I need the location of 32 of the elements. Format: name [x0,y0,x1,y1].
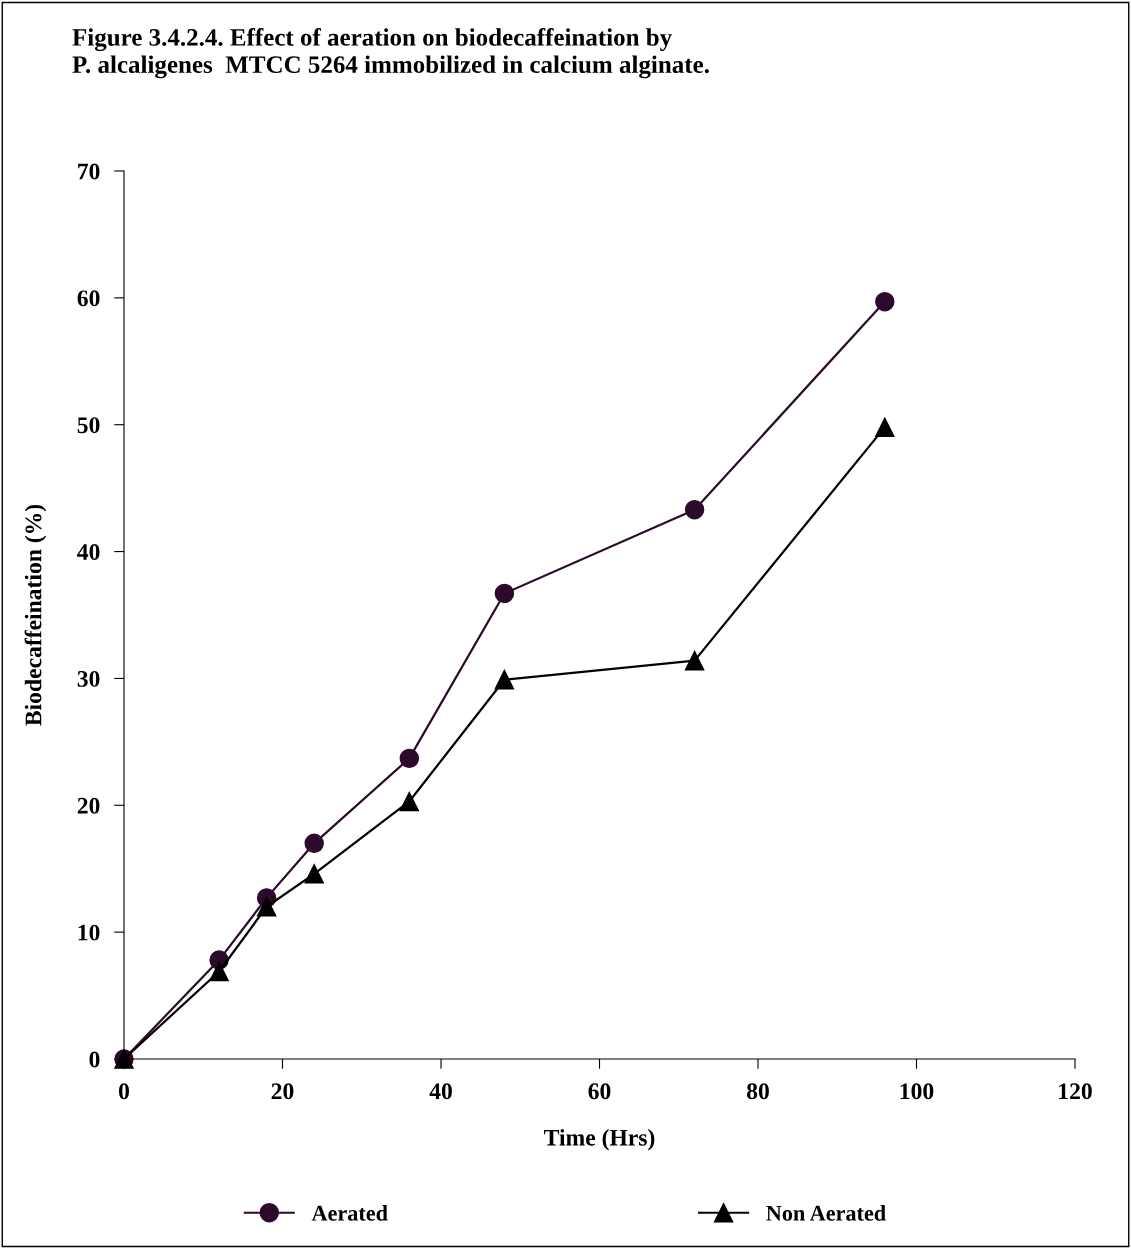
y-axis-title: Biodecaffeination (%) [24,504,47,726]
point [684,650,705,671]
y-tick-label: 20 [77,797,100,814]
x-axis-title: Time (Hrs) [544,1129,655,1151]
x-tick-label: 80 [746,1083,769,1100]
point [494,669,515,690]
y-tick-label: 60 [77,290,100,307]
y-tick-label: 40 [77,544,100,560]
y-tick-label: 50 [77,417,100,434]
point [875,417,895,437]
x-tick-label: 40 [429,1083,452,1100]
point [494,583,515,604]
point [304,864,324,884]
x-tick-label: 100 [900,1083,934,1100]
legend-label: Aerated [311,1205,388,1221]
legend-label: Non Aerated [766,1205,886,1221]
chart-title: Figure 3.4.2.4. Effect of aeration on biodecaffeination by P. alcaligenes MTCC 5264 immobilized in calcium alginate. [72,28,709,79]
x-tick-label: 60 [588,1083,611,1100]
x-tick-label: 120 [1059,1083,1092,1100]
x-tick-label: 20 [271,1083,294,1100]
point [875,291,895,312]
x-tick-label: 0 [119,1083,129,1100]
y-tick-label: 70 [78,163,100,180]
point [304,833,324,854]
point [399,748,420,769]
point [209,961,229,982]
y-tick-label: 30 [77,670,100,687]
point [684,499,705,520]
y-tick-label: 10 [78,924,100,941]
point [256,897,277,917]
point [399,791,420,812]
y-tick-label: 0 [89,1051,100,1068]
